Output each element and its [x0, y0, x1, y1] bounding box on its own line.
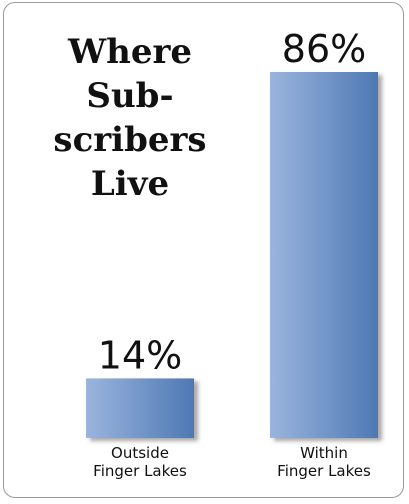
bar-1 [270, 72, 378, 438]
bar-0 [86, 378, 194, 438]
value-label-1: 86% [282, 27, 366, 71]
chart-title-line-2: scribers Live [53, 120, 207, 204]
category-label-0-line-1: Finger Lakes [93, 462, 187, 480]
chart-title: Where Sub- scribers Live [20, 30, 240, 206]
chart-title-line-1: Where Sub- [67, 32, 193, 116]
category-label-1-line-1: Finger Lakes [277, 462, 371, 480]
value-label-0: 14% [98, 333, 182, 377]
category-label-0-line-0: Outside [111, 444, 169, 462]
category-label-1-line-0: Within [300, 444, 348, 462]
